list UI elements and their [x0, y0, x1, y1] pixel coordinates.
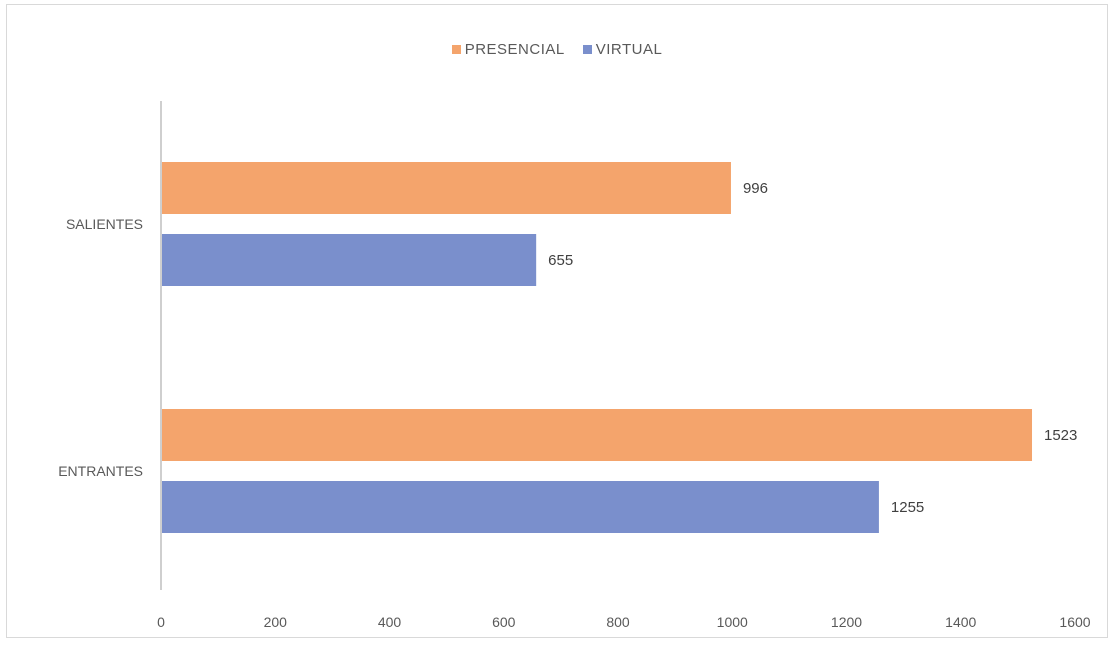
legend-label-virtual: VIRTUAL — [595, 41, 663, 58]
bar-virtual-salientes — [162, 234, 537, 286]
chart-container: PRESENCIAL VIRTUAL SALIENTES 996 655 ENTRAN… — [6, 4, 1108, 638]
data-label-virtual-salientes: 655 — [548, 252, 573, 269]
x-tick-label-0: 0 — [157, 614, 165, 630]
bar-virtual-entrantes — [162, 481, 879, 533]
data-label-virtual-entrantes: 1255 — [891, 499, 924, 516]
x-tick-label-1000: 1000 — [717, 614, 748, 630]
legend-swatch-presencial — [451, 45, 461, 54]
data-label-presencial-entrantes: 1523 — [1044, 427, 1077, 444]
bar-chart-plot: SALIENTES 996 655 ENTRANTES 1523 1255 0 200 400 6… — [58, 101, 1091, 630]
data-label-presencial-salientes: 996 — [743, 180, 768, 197]
x-tick-label-200: 200 — [264, 614, 288, 630]
legend: PRESENCIAL VIRTUAL — [7, 41, 1107, 58]
x-tick-label-400: 400 — [378, 614, 402, 630]
bar-presencial-salientes — [162, 162, 731, 214]
category-label-entrantes: ENTRANTES — [58, 463, 143, 479]
bar-presencial-entrantes — [162, 409, 1033, 461]
legend-item-presencial: PRESENCIAL — [451, 41, 565, 58]
x-tick-label-1400: 1400 — [945, 614, 976, 630]
x-tick-label-800: 800 — [606, 614, 630, 630]
legend-item-virtual: VIRTUAL — [582, 41, 663, 58]
x-tick-label-600: 600 — [492, 614, 516, 630]
x-tick-label-1200: 1200 — [831, 614, 862, 630]
legend-swatch-virtual — [582, 45, 592, 54]
category-label-salientes: SALIENTES — [66, 216, 143, 232]
legend-label-presencial: PRESENCIAL — [464, 41, 565, 58]
x-tick-label-1600: 1600 — [1059, 614, 1090, 630]
